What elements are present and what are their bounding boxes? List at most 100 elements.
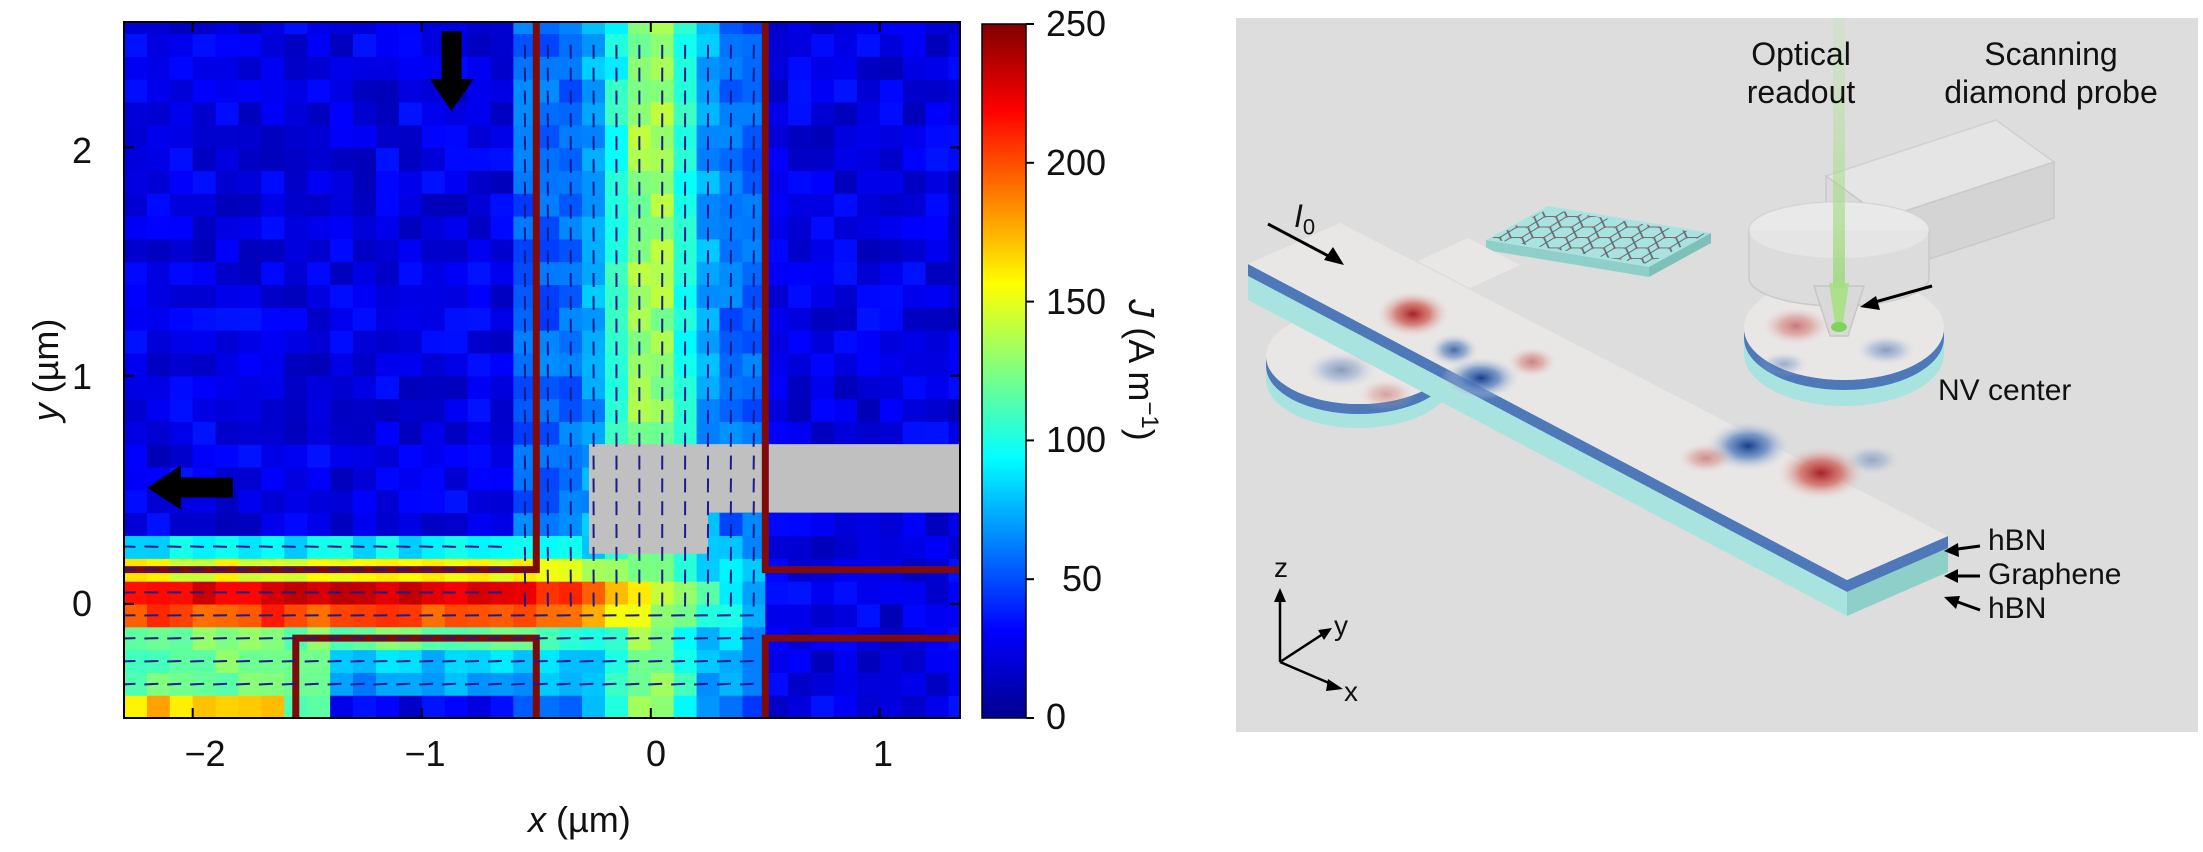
heatmap-cell bbox=[192, 193, 217, 217]
heatmap-cell bbox=[879, 261, 904, 286]
heatmap-cell bbox=[169, 626, 194, 651]
heatmap-cell bbox=[719, 626, 744, 651]
heatmap-cell bbox=[948, 79, 960, 103]
heatmap-cell bbox=[353, 193, 377, 217]
heatmap-cell bbox=[719, 22, 744, 35]
heatmap-cell bbox=[169, 79, 194, 103]
heatmap-cell bbox=[307, 124, 331, 149]
heatmap-cell bbox=[856, 581, 881, 605]
heatmap-cell bbox=[261, 33, 285, 57]
heatmap-cell bbox=[879, 421, 904, 445]
heatmap-cell bbox=[398, 193, 423, 217]
heatmap-cell bbox=[307, 535, 331, 559]
colorbar bbox=[981, 23, 1027, 719]
heatmap-cell bbox=[330, 22, 354, 35]
heatmap-cell bbox=[788, 581, 812, 605]
current-vector bbox=[487, 659, 502, 663]
heatmap-cell bbox=[444, 124, 469, 149]
heatmap-cell bbox=[467, 649, 492, 673]
heatmap-cell bbox=[925, 193, 950, 217]
heatmap-cell bbox=[375, 330, 400, 354]
heatmap-cell bbox=[765, 352, 789, 377]
current-vector bbox=[464, 659, 480, 663]
heatmap-cell bbox=[330, 581, 354, 605]
heatmap-cell bbox=[948, 170, 960, 194]
heatmap-cell bbox=[124, 330, 148, 354]
heatmap-cell bbox=[856, 352, 881, 377]
heatmap-cell bbox=[169, 33, 194, 57]
heatmap-cell bbox=[421, 466, 446, 491]
heatmap-cell bbox=[444, 535, 469, 559]
heatmap-cell bbox=[879, 535, 904, 559]
heatmap-cell bbox=[811, 375, 835, 400]
heatmap-cell bbox=[330, 672, 354, 696]
heatmap-cell bbox=[192, 238, 217, 263]
heatmap-cell bbox=[146, 352, 171, 377]
heatmap-cell bbox=[375, 22, 400, 35]
heatmap-cell bbox=[284, 307, 308, 331]
heatmap-cell bbox=[146, 56, 171, 80]
heatmap-cell bbox=[559, 695, 583, 718]
heatmap-cell bbox=[490, 489, 514, 514]
heatmap-cell bbox=[375, 352, 400, 377]
heatmap-cell bbox=[146, 238, 171, 263]
current-vector bbox=[419, 659, 434, 663]
heatmap-cell bbox=[238, 489, 263, 514]
heatmap-cell bbox=[627, 22, 652, 35]
heatmap-cell bbox=[284, 535, 308, 559]
heatmap-cell bbox=[902, 170, 927, 194]
heatmap-cell bbox=[490, 33, 514, 57]
heatmap-cell bbox=[215, 170, 240, 194]
heatmap-cell bbox=[856, 375, 881, 400]
heatmap-cell bbox=[765, 535, 789, 559]
heatmap-cell bbox=[307, 307, 331, 331]
heatmap-cell bbox=[811, 535, 835, 559]
current-vector bbox=[304, 659, 319, 663]
heatmap-cell bbox=[284, 421, 308, 445]
heatmap-cell bbox=[169, 215, 194, 240]
heatmap-cell bbox=[124, 238, 148, 263]
heatmap-cell bbox=[673, 603, 698, 628]
heatmap-cell bbox=[192, 56, 217, 80]
heatmap-cell bbox=[398, 238, 423, 263]
heatmap-cell bbox=[261, 22, 285, 35]
heatmap-cell bbox=[467, 215, 492, 240]
heatmap-cell bbox=[238, 79, 263, 103]
heatmap-cell bbox=[902, 33, 927, 57]
heatmap-cell bbox=[765, 193, 789, 217]
heatmap-cell bbox=[834, 330, 858, 354]
heatmap-cell bbox=[124, 56, 148, 80]
heatmap-cell bbox=[421, 56, 446, 80]
heatmap-cell bbox=[284, 56, 308, 80]
heatmap-cell bbox=[536, 695, 560, 718]
heatmap-cell bbox=[444, 22, 469, 35]
heatmap-cell bbox=[902, 421, 927, 445]
heatmap-cell bbox=[765, 603, 789, 628]
heatmap-cell bbox=[788, 193, 812, 217]
heatmap-cell bbox=[192, 603, 217, 628]
heatmap-cell bbox=[124, 512, 148, 537]
heatmap-cell bbox=[124, 535, 148, 559]
heatmap-cell bbox=[353, 489, 377, 514]
heatmap-cell bbox=[261, 581, 285, 605]
heatmap-cell bbox=[375, 215, 400, 240]
heatmap-cell bbox=[238, 512, 263, 537]
heatmap-cell bbox=[811, 261, 835, 286]
heatmap-cell bbox=[261, 512, 285, 537]
heatmap-cell bbox=[353, 147, 377, 171]
heatmap-cell bbox=[375, 603, 400, 628]
heatmap-cell bbox=[398, 581, 423, 605]
heatmap-cell bbox=[696, 695, 721, 718]
heatmap-cell bbox=[948, 307, 960, 331]
heatmap-cell bbox=[375, 375, 400, 400]
heatmap-cell bbox=[146, 581, 171, 605]
heatmap-cell bbox=[902, 215, 927, 240]
heatmap-cell bbox=[146, 261, 171, 286]
heatmap-cell bbox=[146, 284, 171, 308]
heatmap-cell bbox=[169, 22, 194, 35]
hbn-bottom-label: hBN bbox=[1988, 592, 2047, 625]
heatmap-cell bbox=[375, 284, 400, 308]
heatmap-cell bbox=[513, 695, 537, 718]
heatmap-cell bbox=[650, 672, 675, 696]
heatmap-cell bbox=[490, 649, 514, 673]
